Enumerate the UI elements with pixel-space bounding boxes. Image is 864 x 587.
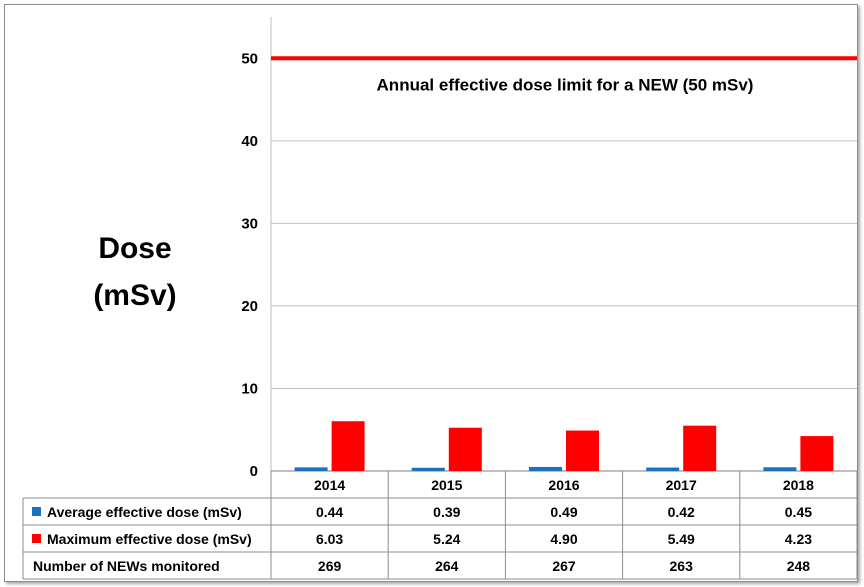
- data-label: 0.45: [785, 504, 812, 520]
- y-axis-label: Dose (mSv): [93, 232, 176, 312]
- y-axis-label-line-2: (mSv): [93, 279, 176, 312]
- y-tick-label: 20: [241, 298, 258, 315]
- data-label: 0.39: [433, 504, 460, 520]
- y-tick-label: 10: [241, 380, 258, 397]
- extra-row-value: 267: [552, 558, 576, 574]
- y-tick-label: 50: [241, 50, 258, 67]
- extra-row-value: 264: [435, 558, 459, 574]
- average-dose-bar-2018: [763, 467, 797, 471]
- data-label: 0.44: [316, 504, 343, 520]
- extra-row-value: 263: [670, 558, 694, 574]
- maximum-dose-bar-2014: [331, 421, 365, 471]
- x-tick-label: 2015: [431, 477, 462, 493]
- average-dose-bar-2014: [294, 467, 328, 471]
- reference-line-label: Annual effective dose limit for a NEW (5…: [377, 75, 754, 94]
- y-axis-label-line-1: Dose: [98, 232, 171, 265]
- extra-row-value: 248: [787, 558, 811, 574]
- extra-row-value: 269: [318, 558, 342, 574]
- maximum-dose-bar-2016: [566, 430, 599, 471]
- extra-row-label: Number of NEWs monitored: [33, 558, 220, 574]
- x-tick-label: 2017: [666, 477, 697, 493]
- bars: [294, 421, 834, 471]
- legend-label: Maximum effective dose (mSv): [47, 531, 252, 547]
- x-tick-label: 2018: [783, 477, 814, 493]
- legend-swatch: [32, 534, 41, 543]
- data-label: 5.24: [433, 531, 460, 547]
- data-label: 0.49: [550, 504, 577, 520]
- data-table: 2014 2015 2016 2017 2018 Average effective do…: [22, 471, 857, 580]
- reference-line-group: Annual effective dose limit for a NEW (5…: [271, 56, 857, 94]
- maximum-dose-bar-2018: [800, 436, 834, 471]
- legend-label: Average effective dose (mSv): [47, 504, 242, 520]
- legend-swatch: [32, 507, 41, 516]
- maximum-dose-bar-2015: [448, 427, 482, 471]
- average-dose-bar-2017: [646, 467, 680, 471]
- average-dose-bar-2016: [529, 466, 562, 471]
- data-label: 6.03: [316, 531, 343, 547]
- data-label: 4.90: [550, 531, 577, 547]
- maximum-dose-bar-2017: [683, 425, 717, 471]
- y-tick-labels: 0 10 20 30 40 50: [241, 50, 258, 480]
- data-label: 5.49: [668, 531, 695, 547]
- y-tick-label: 0: [250, 463, 258, 480]
- x-tick-label: 2016: [548, 477, 579, 493]
- y-tick-label: 30: [241, 215, 258, 232]
- chart-frame: Dose (mSv) 0 10 20 30 40 50 Annual effective …: [4, 4, 858, 582]
- average-dose-bar-2015: [411, 467, 445, 471]
- x-tick-label: 2014: [314, 477, 345, 493]
- data-label: 0.42: [668, 504, 695, 520]
- y-tick-label: 40: [241, 133, 258, 150]
- data-label: 4.23: [785, 531, 812, 547]
- dose-chart: Dose (mSv) 0 10 20 30 40 50 Annual effective …: [22, 17, 857, 580]
